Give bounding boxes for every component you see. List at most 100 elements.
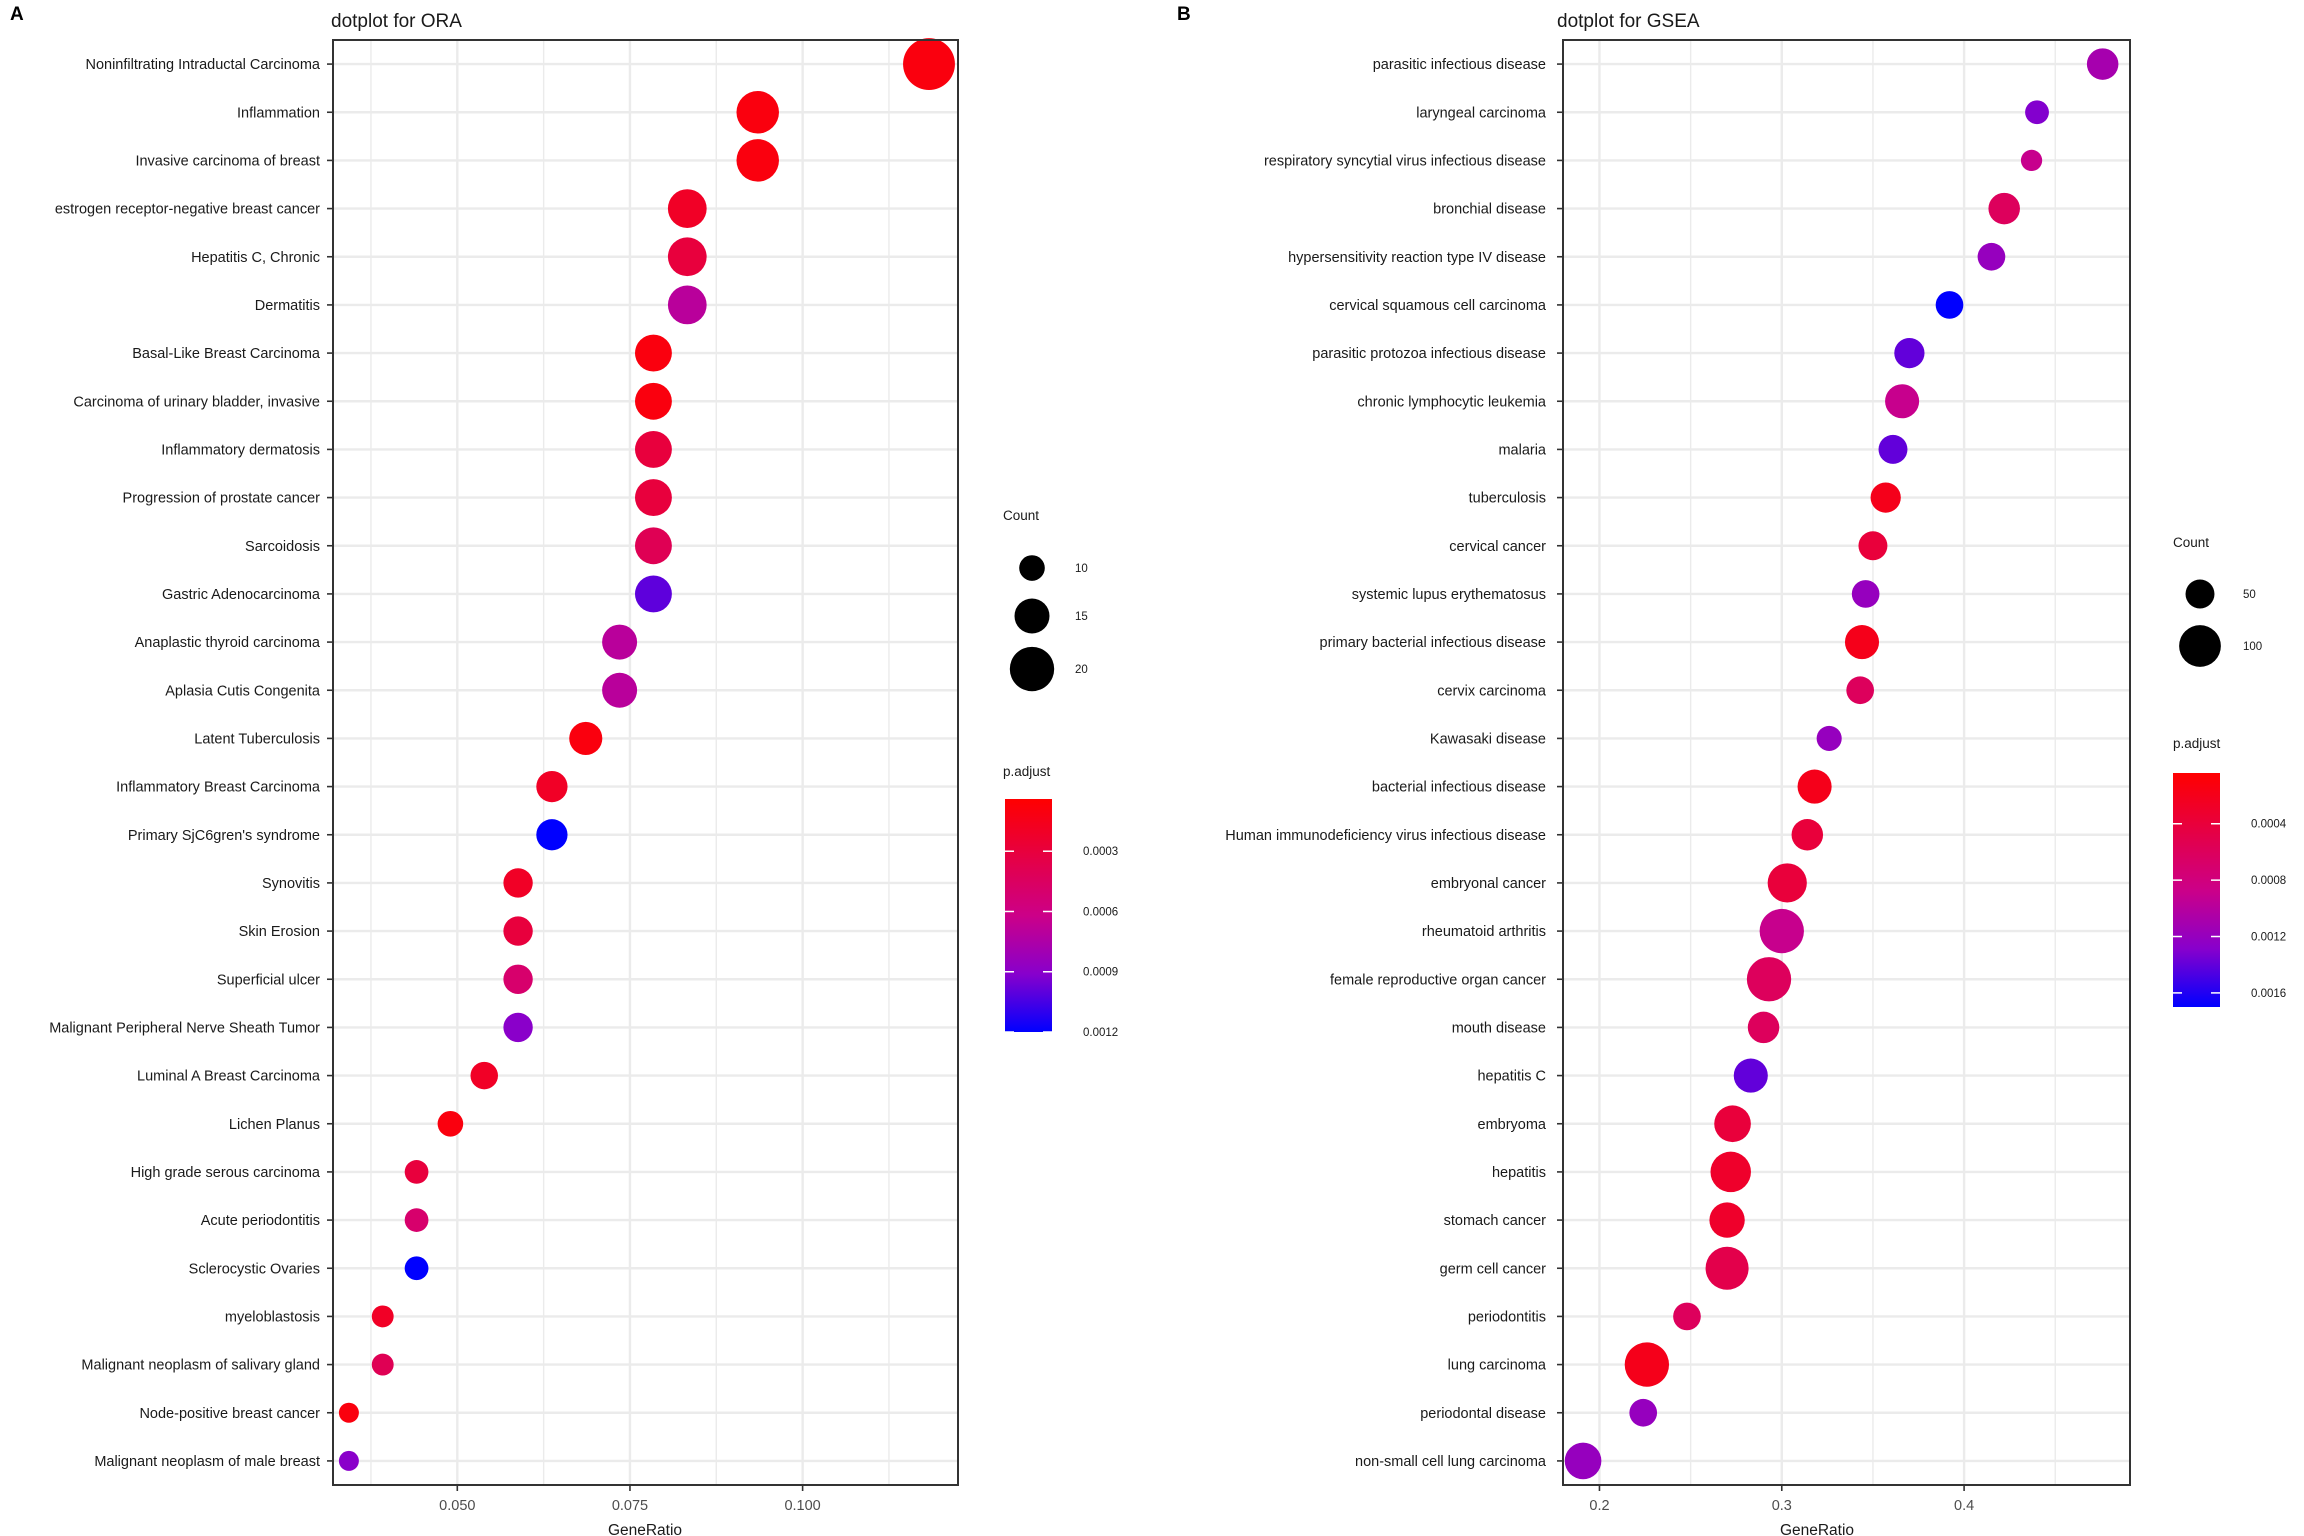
dot-point [503, 964, 533, 994]
x-tick-label: 0.2 [1589, 1498, 1609, 1514]
plot-area: parasitic infectious disease laryngeal ca… [1225, 39, 2131, 1514]
dot-point [736, 139, 779, 182]
dot-point [736, 91, 779, 134]
count-legend-dot [1019, 555, 1045, 581]
category-label: estrogen receptor-negative breast cancer [55, 202, 320, 218]
dot-point [404, 1208, 429, 1232]
dot-point [1673, 1302, 1701, 1331]
dot-point [1797, 769, 1832, 804]
category-label: Aplasia Cutis Congenita [165, 683, 321, 699]
dot-point [1858, 531, 1888, 561]
dot-point [2086, 48, 2119, 80]
category-label: Inflammation [237, 105, 320, 121]
category-label: Noninfiltrating Intraductal Carcinoma [85, 57, 320, 73]
category-label: periodontal disease [1420, 1406, 1546, 1422]
count-legend-label: 100 [2243, 641, 2262, 653]
dot-point [602, 672, 638, 708]
category-label: Latent Tuberculosis [194, 731, 320, 747]
category-label: embryonal cancer [1431, 876, 1546, 892]
count-legend-items: 50 100 [2179, 579, 2262, 667]
dot-point [903, 38, 955, 91]
dot-point [667, 189, 707, 228]
category-label: Inflammatory dermatosis [161, 442, 320, 458]
count-legend-dot [1009, 646, 1055, 692]
plot-frame [1562, 39, 2131, 1486]
dot-point [1977, 242, 2006, 271]
category-label: Luminal A Breast Carcinoma [137, 1069, 321, 1085]
category-label: Acute periodontitis [201, 1213, 320, 1229]
count-legend-label: 10 [1075, 563, 1088, 575]
count-legend: Count 50 100 [2173, 535, 2262, 667]
category-label: cervical cancer [1449, 539, 1546, 555]
dot-point [602, 624, 638, 660]
category-label: cervical squamous cell carcinoma [1329, 298, 1547, 314]
dot-point [1878, 434, 1908, 464]
colorbar-tick-label: 0.0009 [1083, 967, 1118, 979]
dot-point [1791, 818, 1824, 851]
x-tick-label: 0.3 [1772, 1498, 1792, 1514]
category-label: Kawasaki disease [1430, 731, 1546, 747]
padj-legend-ticks: 0.0003 0.0006 0.0009 0.0012 [1005, 846, 1118, 1039]
dot-point [338, 1450, 359, 1471]
category-label: mouth disease [1452, 1020, 1546, 1036]
count-legend: Count 10 15 20 [1003, 508, 1088, 692]
dot-point [1759, 908, 1804, 954]
dot-point [503, 1012, 533, 1043]
category-label: Anaplastic thyroid carcinoma [135, 635, 321, 651]
dot-point [1885, 384, 1920, 419]
category-label: parasitic protozoa infectious disease [1312, 346, 1546, 362]
dot-point [1624, 1342, 1670, 1387]
padj-legend-title: p.adjust [1003, 764, 1051, 779]
category-label: Inflammatory Breast Carcinoma [116, 780, 321, 796]
dot-point [667, 237, 707, 277]
dot-point [2020, 149, 2043, 172]
category-label: respiratory syncytial virus infectious d… [1264, 153, 1546, 169]
category-label: hepatitis [1492, 1165, 1546, 1181]
category-label: Malignant neoplasm of male breast [94, 1454, 320, 1470]
category-label: embryoma [1478, 1117, 1547, 1133]
dot-point [536, 770, 568, 803]
category-label: Skin Erosion [239, 924, 320, 940]
padj-legend: p.adjust 0.0003 0.0006 0.0009 0.0012 [1003, 764, 1118, 1039]
category-label: Sarcoidosis [245, 539, 320, 555]
count-legend-dot [2185, 579, 2215, 609]
x-tick-label: 0.075 [612, 1498, 648, 1514]
dot-point [404, 1160, 429, 1184]
colorbar-tick-label: 0.0006 [1083, 906, 1118, 918]
category-label: Human immunodeficiency virus infectious … [1225, 828, 1546, 844]
padj-legend-ticks: 0.0004 0.0008 0.0012 0.0016 [2173, 819, 2287, 1000]
count-legend-dot [2179, 625, 2221, 667]
dot-point [371, 1305, 394, 1328]
dot-point [1714, 1105, 1751, 1143]
category-label: primary bacterial infectious disease [1320, 635, 1546, 651]
category-label: hepatitis C [1477, 1069, 1546, 1085]
padj-colorbar [2173, 773, 2220, 1007]
colorbar-tick-label: 0.0003 [1083, 846, 1118, 858]
colorbar-tick-label: 0.0012 [2251, 932, 2286, 944]
x-tick-label: 0.100 [784, 1498, 820, 1514]
dot-point [1988, 192, 2020, 225]
plot-frame [332, 39, 959, 1486]
count-legend-title: Count [1003, 508, 1039, 523]
dot-point [635, 382, 672, 420]
category-label: Progression of prostate cancer [123, 491, 321, 507]
category-label: stomach cancer [1444, 1213, 1547, 1229]
padj-legend: p.adjust 0.0004 0.0008 0.0012 0.0016 [2173, 736, 2287, 1007]
dot-point [1564, 1442, 1602, 1480]
dot-point [635, 334, 672, 372]
panel-ora: A dotplot for ORA Noninfiltrating Intrad… [10, 4, 1118, 1536]
dot-point [1851, 580, 1880, 608]
category-label: Primary SjC6gren's syndrome [128, 828, 320, 844]
category-label: Synovitis [262, 876, 320, 892]
padj-colorbar [1005, 799, 1052, 1032]
dot-point [503, 868, 533, 898]
category-label: tuberculosis [1469, 491, 1546, 507]
x-tick-label: 0.4 [1954, 1498, 1974, 1514]
category-label: Carcinoma of urinary bladder, invasive [73, 394, 320, 410]
dot-point [1935, 291, 1964, 319]
category-label: High grade serous carcinoma [131, 1165, 321, 1181]
dot-point [635, 527, 672, 565]
category-label: Hepatitis C, Chronic [191, 250, 320, 266]
dot-point [1816, 725, 1842, 751]
